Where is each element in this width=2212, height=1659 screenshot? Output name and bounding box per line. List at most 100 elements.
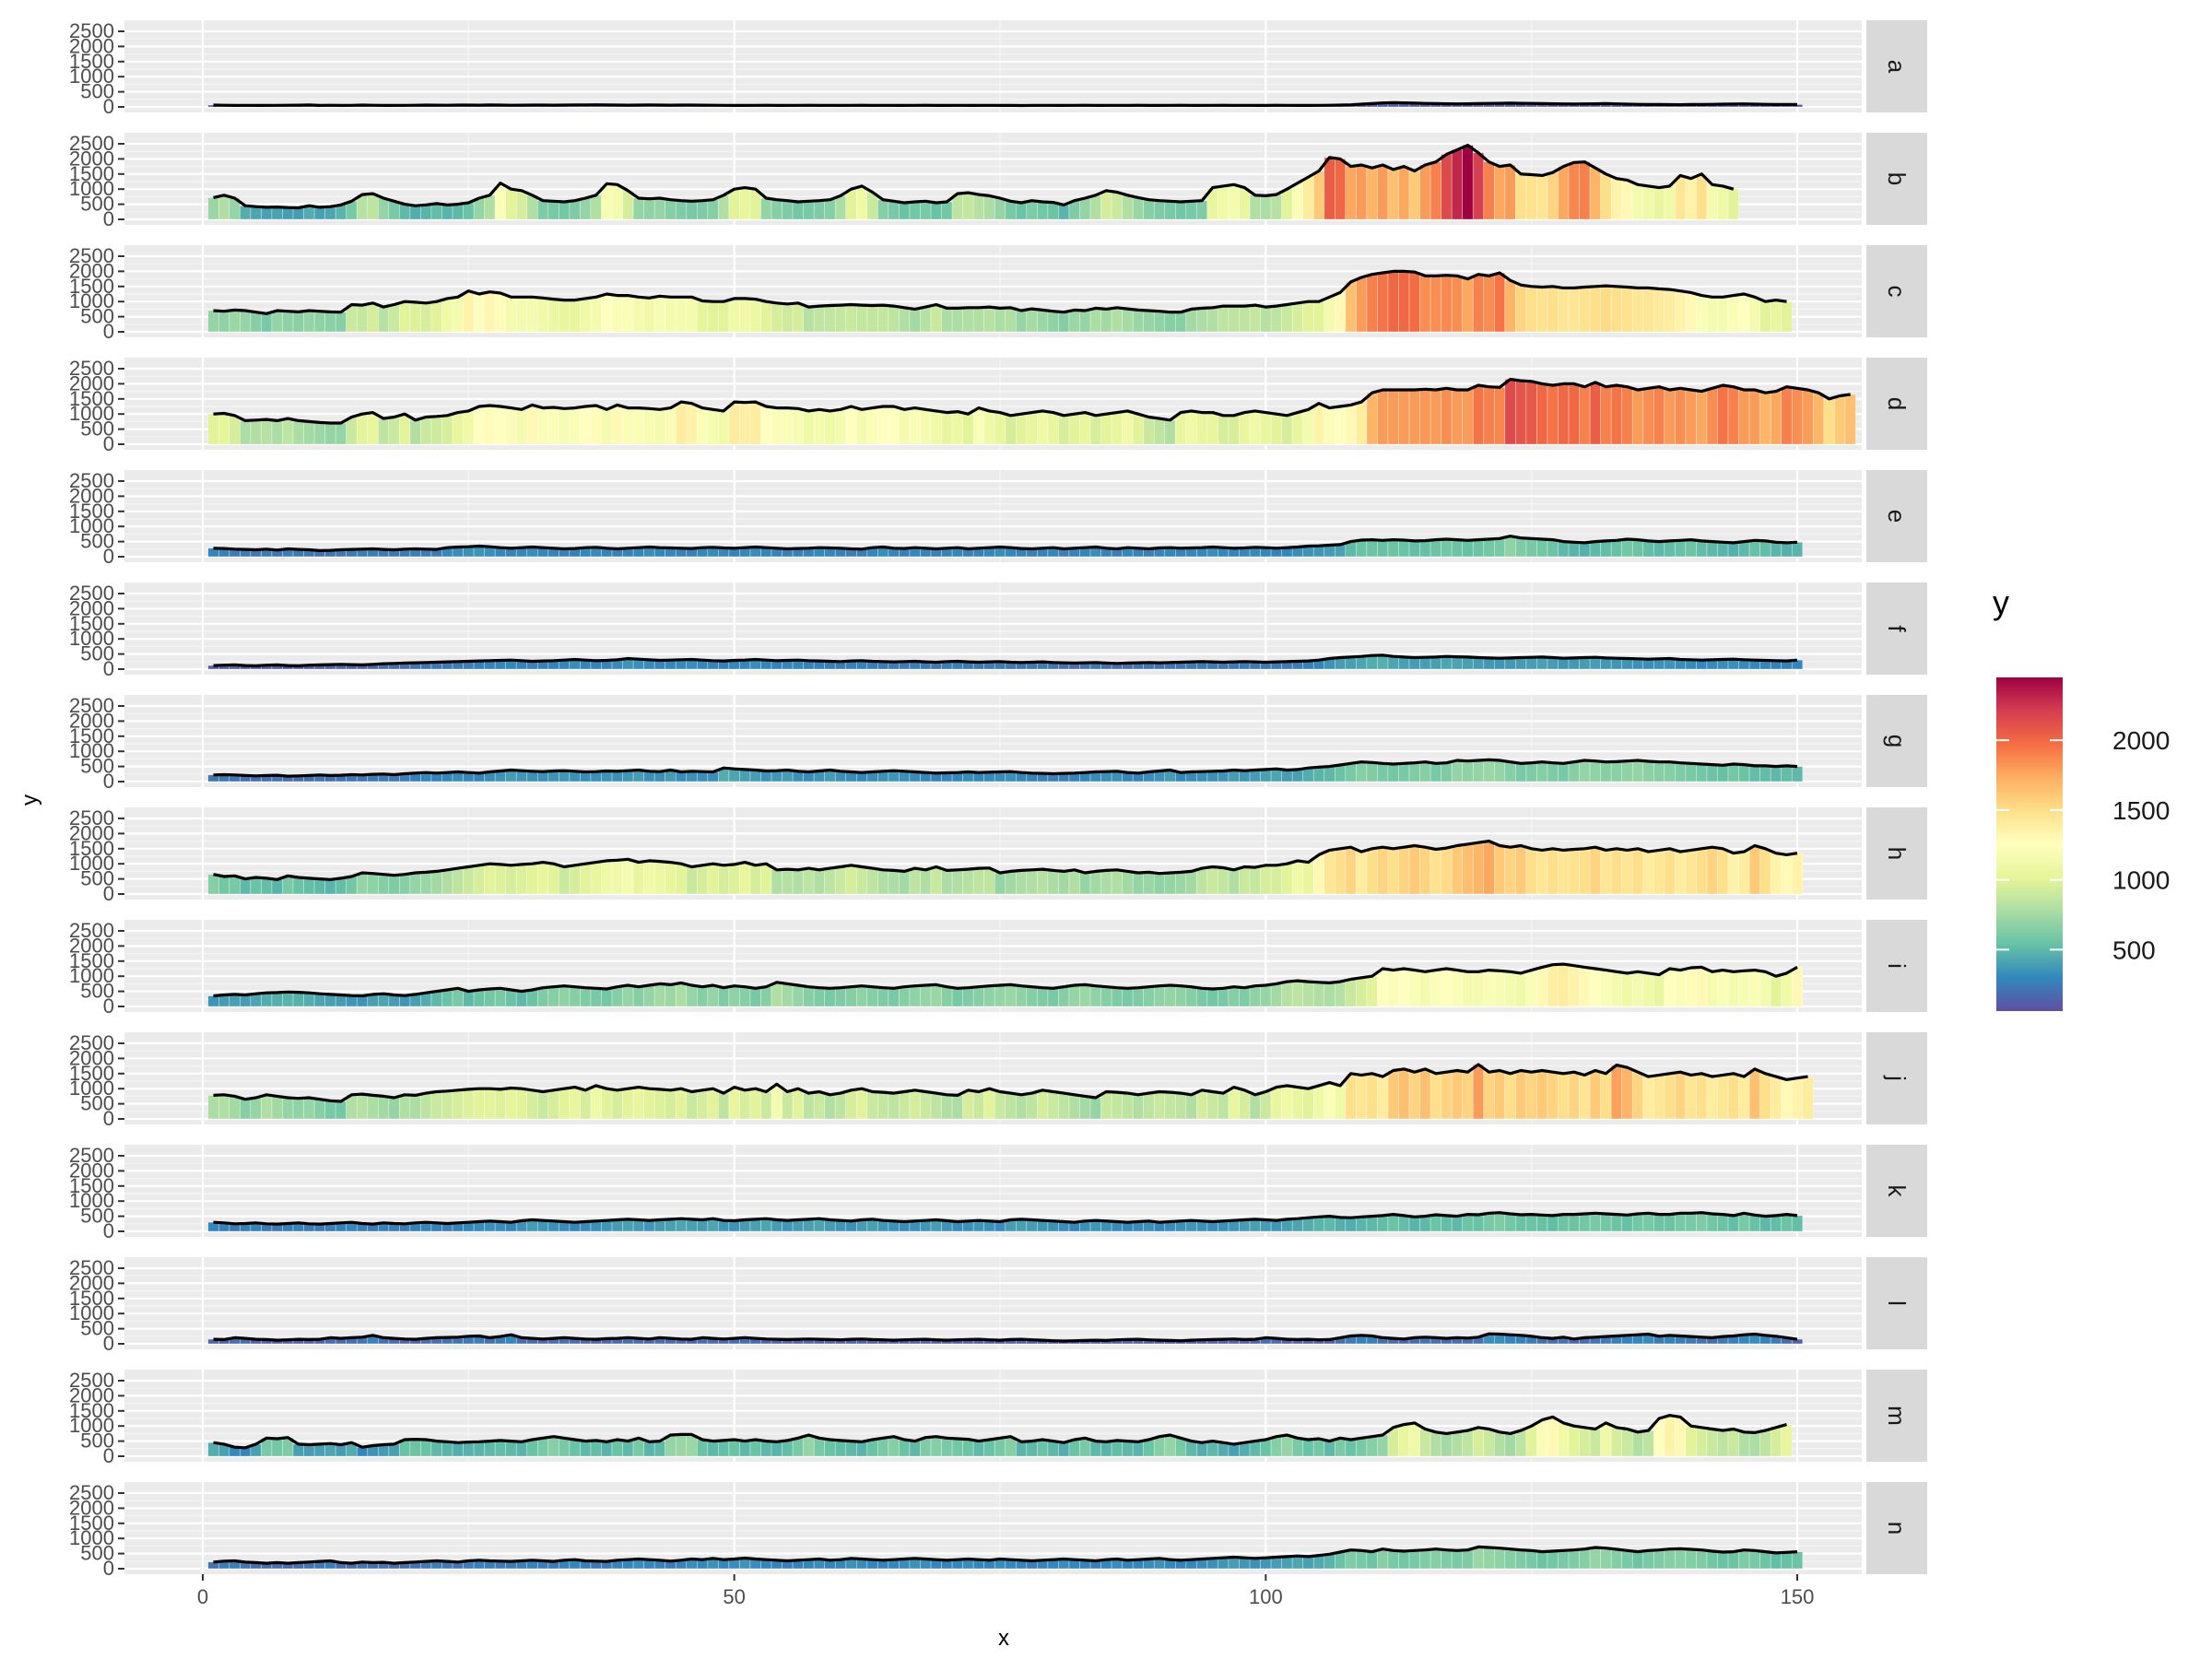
- bar: [845, 304, 857, 333]
- bar: [1026, 1092, 1038, 1120]
- bar: [686, 201, 698, 220]
- bar: [356, 413, 369, 445]
- bar: [1441, 1215, 1453, 1232]
- bar: [899, 871, 911, 895]
- bar: [962, 307, 974, 333]
- bar: [1270, 865, 1282, 895]
- bar: [728, 985, 740, 1007]
- bar: [1206, 1091, 1218, 1120]
- bar: [1408, 271, 1420, 333]
- bar: [1770, 541, 1782, 558]
- bar: [909, 867, 921, 895]
- y-tick-label: 0: [103, 1557, 114, 1580]
- bar: [218, 876, 230, 895]
- bar: [1377, 272, 1389, 333]
- bar: [855, 866, 868, 895]
- bar: [1100, 190, 1112, 220]
- bar: [1419, 1068, 1431, 1120]
- bar: [1664, 761, 1676, 782]
- bar: [1335, 848, 1347, 895]
- bars: [207, 1415, 1793, 1457]
- bar: [1037, 410, 1049, 445]
- bar: [1068, 1094, 1080, 1120]
- y-tick-label: 500: [80, 1092, 114, 1115]
- bar: [1653, 850, 1665, 895]
- bar: [601, 860, 613, 895]
- bar: [388, 994, 400, 1007]
- bar: [1525, 1071, 1537, 1120]
- bar: [303, 310, 315, 333]
- y-tick-label: 2500: [69, 694, 114, 717]
- bar: [292, 207, 304, 220]
- bar: [1100, 1091, 1112, 1120]
- bar: [1441, 655, 1453, 670]
- y-tick-label: 1000: [69, 1077, 114, 1100]
- series-line: [213, 1211, 1798, 1226]
- bar: [494, 1440, 507, 1457]
- bar: [1600, 540, 1612, 558]
- bar: [1610, 848, 1622, 895]
- bar: [1291, 1087, 1303, 1120]
- bar: [782, 200, 794, 220]
- bar: [749, 988, 761, 1007]
- bar: [1547, 286, 1559, 333]
- facet-strip-label: f: [1883, 625, 1911, 632]
- bar: [1494, 657, 1506, 670]
- series-line: [213, 839, 1798, 881]
- bar: [632, 862, 644, 895]
- bar: [1356, 1075, 1368, 1120]
- bar: [452, 988, 464, 1007]
- bar: [845, 865, 857, 895]
- bar: [1631, 389, 1644, 445]
- y-tick-label: 1500: [69, 1399, 114, 1422]
- bar: [377, 993, 390, 1007]
- bar: [941, 1438, 953, 1457]
- bar: [1706, 1213, 1718, 1232]
- bar: [1441, 968, 1453, 1007]
- bar: [1185, 309, 1197, 333]
- bar: [452, 412, 464, 445]
- bar: [282, 991, 294, 1007]
- bar: [1579, 1075, 1591, 1120]
- y-tick-label: 0: [103, 207, 114, 230]
- bar: [1377, 389, 1389, 445]
- bar: [1568, 1071, 1580, 1120]
- bar: [1441, 538, 1453, 558]
- bar: [803, 986, 815, 1007]
- bar: [1270, 768, 1282, 782]
- bar: [1791, 766, 1804, 782]
- bar: [463, 410, 475, 445]
- bar: [463, 866, 475, 895]
- bar: [463, 991, 475, 1007]
- bar: [1037, 1089, 1049, 1120]
- bar: [409, 301, 421, 333]
- bar: [1387, 970, 1399, 1007]
- bar: [1441, 1071, 1453, 1120]
- bar: [1239, 412, 1251, 445]
- bar: [1153, 873, 1166, 895]
- bar: [1462, 1071, 1474, 1120]
- y-tick-label: 2000: [69, 147, 114, 170]
- bar: [1387, 271, 1399, 333]
- facet-strip-label: c: [1883, 286, 1911, 298]
- bar: [1153, 418, 1166, 445]
- bar: [643, 297, 655, 333]
- bar: [1132, 872, 1144, 895]
- series-line: [213, 1414, 1787, 1450]
- bar: [1483, 1547, 1495, 1570]
- bar: [888, 305, 900, 333]
- bar: [760, 1091, 772, 1120]
- bar: [1356, 539, 1368, 558]
- series-line: [213, 1545, 1798, 1565]
- bar: [1504, 1433, 1516, 1457]
- y-tick-label: 1500: [69, 387, 114, 410]
- bar: [622, 295, 634, 333]
- bar: [1589, 1213, 1601, 1232]
- bar: [1653, 541, 1665, 558]
- bar: [1558, 850, 1570, 895]
- bar: [441, 415, 453, 445]
- series-line: [213, 962, 1798, 998]
- bar: [1366, 1551, 1378, 1570]
- bar: [1791, 388, 1804, 445]
- bar: [1281, 188, 1293, 220]
